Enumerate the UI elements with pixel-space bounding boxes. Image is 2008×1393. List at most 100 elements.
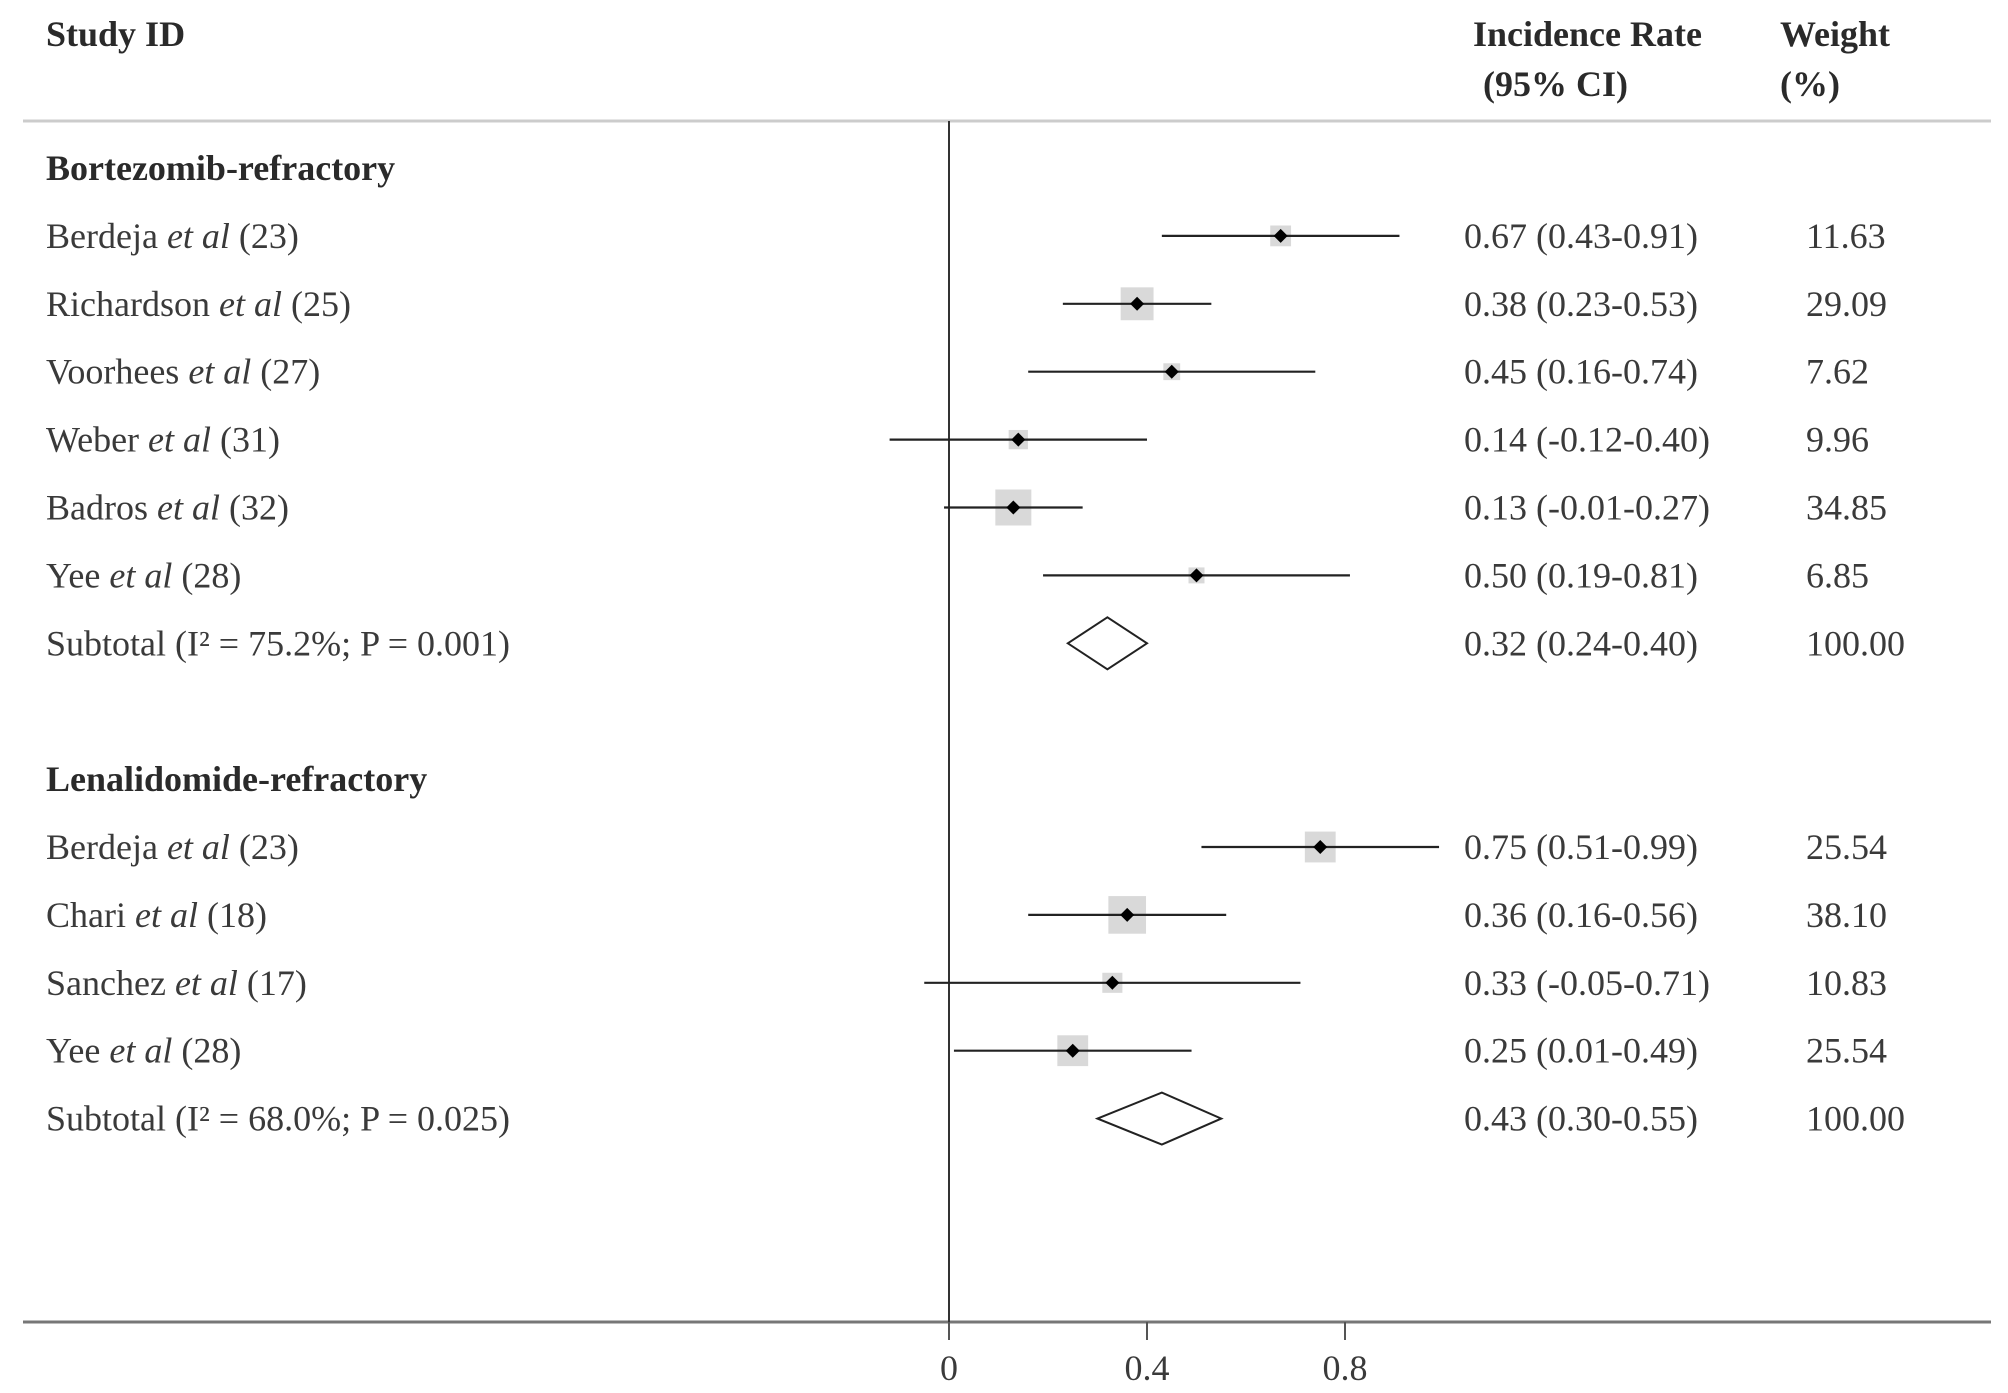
study-author: Richardson [46,284,210,324]
study-ref: (18) [207,895,267,935]
study-author: Weber [46,420,139,460]
study-etal: et al [148,420,211,460]
study-row: Weber et al (31) 0.14 (-0.12-0.40) 9.96 [46,420,1869,460]
weight-text: 38.10 [1806,895,1887,935]
study-etal: et al [219,284,282,324]
ci-text: 0.45 (0.16-0.74) [1464,352,1698,392]
header-weight: Weight [1780,14,1890,54]
study-row: Berdeja et al (23) 0.67 (0.43-0.91) 11.63 [46,216,1886,256]
study-etal: et al [175,963,238,1003]
study-row: Yee et al (28) 0.25 (0.01-0.49) 25.54 [46,1031,1887,1071]
study-author: Berdeja [46,216,158,256]
study-author: Sanchez [46,963,166,1003]
study-row: Richardson et al (25) 0.38 (0.23-0.53) 29.… [46,284,1887,324]
study-row: Badros et al (32) 0.13 (-0.01-0.27) 34.85 [46,488,1887,528]
header-study-id: Study ID [46,14,185,54]
study-author: Yee [46,555,100,595]
study-label: Berdeja et al (23) [46,216,299,256]
study-etal: et al [167,216,230,256]
group-heading: Bortezomib-refractory [46,148,395,188]
weight-text: 25.54 [1806,827,1887,867]
study-etal: et al [109,1031,172,1071]
point-estimate [1011,432,1026,447]
study-label: Yee et al (28) [46,555,241,595]
point-estimate [1130,296,1145,311]
study-row: Voorhees et al (27) 0.45 (0.16-0.74) 7.62 [46,352,1869,392]
group-heading: Lenalidomide-refractory [46,759,427,799]
weight-text: 11.63 [1806,216,1886,256]
study-label: Sanchez et al (17) [46,963,307,1003]
weight-text: 6.85 [1806,555,1869,595]
study-label: Weber et al (31) [46,420,280,460]
study-label: Berdeja et al (23) [46,827,299,867]
study-etal: et al [109,555,172,595]
weight-text: 25.54 [1806,1031,1887,1071]
point-estimate [1273,228,1288,243]
study-label: Badros et al (32) [46,488,289,528]
weight-text: 100.00 [1806,1099,1905,1139]
study-ref: (27) [260,352,320,392]
study-label: Richardson et al (25) [46,284,351,324]
ci-text: 0.32 (0.24-0.40) [1464,623,1698,663]
ci-text: 0.67 (0.43-0.91) [1464,216,1698,256]
study-etal: et al [167,827,230,867]
subtotal-label: Subtotal (I² = 75.2%; P = 0.001) [46,623,510,663]
study-ref: (17) [247,963,307,1003]
point-estimate [1313,840,1328,854]
ci-text: 0.13 (-0.01-0.27) [1464,488,1710,528]
ci-text: 0.33 (-0.05-0.71) [1464,963,1710,1003]
ci-text: 0.50 (0.19-0.81) [1464,555,1698,595]
subtotal-row: Subtotal (I² = 75.2%; P = 0.001) 0.32 (0.… [46,616,1905,671]
study-label: Yee et al (28) [46,1031,241,1071]
study-ref: (32) [229,488,289,528]
study-author: Badros [46,488,148,528]
study-label: Voorhees et al (27) [46,352,320,392]
study-ref: (25) [291,284,351,324]
x-tick-label: 0.4 [1125,1348,1170,1388]
subtotal-row: Subtotal (I² = 68.0%; P = 0.025) 0.43 (0.… [46,1091,1905,1146]
study-ref: (31) [220,420,280,460]
weight-text: 10.83 [1806,963,1887,1003]
header-weight-unit: (%) [1780,64,1840,104]
study-row: Berdeja et al (23) 0.75 (0.51-0.99) 25.54 [46,827,1887,867]
subtotal-label: Subtotal (I² = 68.0%; P = 0.025) [46,1099,510,1139]
header-ci: (95% CI) [1483,64,1628,104]
study-author: Berdeja [46,827,158,867]
point-estimate [1006,500,1021,515]
study-row: Yee et al (28) 0.50 (0.19-0.81) 6.85 [46,555,1869,595]
weight-text: 7.62 [1806,352,1869,392]
x-tick-label: 0.8 [1323,1348,1368,1388]
weight-text: 29.09 [1806,284,1887,324]
ci-text: 0.36 (0.16-0.56) [1464,895,1698,935]
weight-text: 9.96 [1806,420,1869,460]
subtotal-diamond [1094,1091,1224,1146]
ci-text: 0.25 (0.01-0.49) [1464,1031,1698,1071]
study-etal: et al [188,352,251,392]
study-author: Voorhees [46,352,179,392]
study-author: Yee [46,1031,100,1071]
ci-text: 0.75 (0.51-0.99) [1464,827,1698,867]
study-row: Sanchez et al (17) 0.33 (-0.05-0.71) 10.83 [46,963,1887,1003]
point-estimate [1189,568,1204,583]
study-ref: (28) [181,555,241,595]
weight-text: 100.00 [1806,623,1905,663]
study-ref: (23) [239,827,299,867]
x-tick-label: 0 [940,1348,958,1388]
point-estimate [1164,364,1179,379]
point-estimate [1065,1043,1080,1058]
ci-text: 0.38 (0.23-0.53) [1464,284,1698,324]
weight-text: 34.85 [1806,488,1887,528]
study-ref: (28) [181,1031,241,1071]
ci-text: 0.43 (0.30-0.55) [1464,1099,1698,1139]
study-label: Chari et al (18) [46,895,267,935]
study-author: Chari [46,895,126,935]
point-estimate [1120,907,1135,922]
subtotal-diamond [1065,616,1149,671]
study-etal: et al [135,895,198,935]
ci-text: 0.14 (-0.12-0.40) [1464,420,1710,460]
study-etal: et al [157,488,220,528]
header-incidence-rate: Incidence Rate [1473,14,1702,54]
point-estimate [1105,975,1120,990]
study-row: Chari et al (18) 0.36 (0.16-0.56) 38.10 [46,895,1887,935]
